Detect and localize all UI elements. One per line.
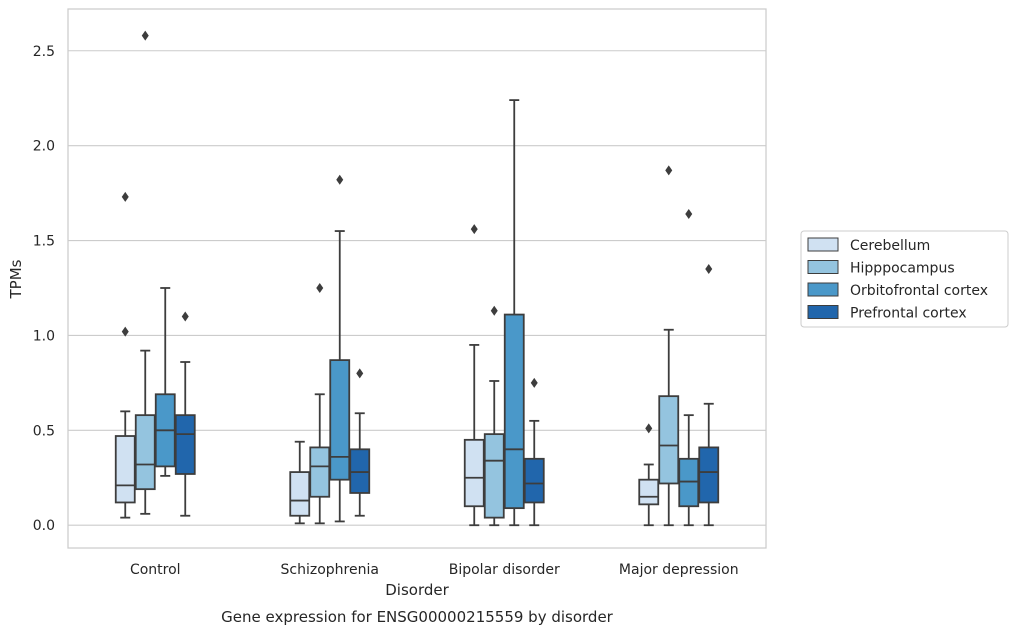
box-iqr bbox=[678, 457, 700, 508]
outlier-marker bbox=[121, 191, 129, 202]
legend-swatch bbox=[807, 260, 839, 274]
y-axis-label: TPMs bbox=[7, 259, 25, 299]
legend-frame bbox=[800, 230, 1009, 328]
y-tick-label: 2.0 bbox=[33, 139, 55, 155]
x-axis-label: Disorder bbox=[385, 581, 449, 599]
box-orbitofrontal-cortex bbox=[329, 174, 351, 523]
box-cerebellum bbox=[463, 224, 485, 527]
outlier-marker bbox=[530, 377, 538, 388]
outlier-marker bbox=[705, 264, 713, 275]
box-iqr bbox=[114, 435, 136, 504]
box-iqr bbox=[698, 446, 720, 504]
outlier-marker bbox=[665, 165, 673, 176]
box-hipppocampus bbox=[134, 30, 156, 515]
box-iqr bbox=[658, 395, 680, 485]
y-tick-label: 0.0 bbox=[33, 518, 55, 534]
y-tick-label: 2.5 bbox=[33, 44, 55, 60]
box-iqr bbox=[638, 478, 660, 506]
box-iqr bbox=[329, 359, 351, 481]
legend-label: Prefrontal cortex bbox=[850, 306, 967, 322]
box-cerebellum bbox=[638, 423, 660, 527]
outlier-marker bbox=[685, 208, 693, 219]
chart-caption: Gene expression for ENSG00000215559 by d… bbox=[221, 608, 614, 626]
outlier-marker bbox=[356, 368, 364, 379]
box-prefrontal-cortex bbox=[174, 311, 196, 517]
outlier-marker bbox=[645, 423, 653, 434]
box-iqr bbox=[289, 471, 311, 517]
legend: Cerebellum Hipppocampus Orbitofrontal cort… bbox=[800, 230, 1009, 328]
y-tick-label: 0.5 bbox=[33, 423, 55, 439]
outlier-marker bbox=[316, 282, 324, 293]
outlier-marker bbox=[181, 311, 189, 322]
box-prefrontal-cortex bbox=[523, 377, 545, 527]
y-tick-label: 1.0 bbox=[33, 328, 55, 344]
legend-label: Orbitofrontal cortex bbox=[850, 283, 988, 299]
box-iqr bbox=[134, 414, 156, 491]
box-orbitofrontal-cortex bbox=[503, 99, 525, 527]
box-hipppocampus bbox=[309, 282, 331, 525]
box-orbitofrontal-cortex bbox=[678, 208, 700, 527]
box-iqr bbox=[309, 446, 331, 498]
box-cerebellum bbox=[114, 191, 136, 519]
box-prefrontal-cortex bbox=[698, 264, 720, 527]
legend-swatch bbox=[807, 237, 839, 252]
box-orbitofrontal-cortex bbox=[154, 287, 176, 477]
x-tick-labels: Control Schizophrenia Bipolar disorder Majo… bbox=[130, 562, 739, 578]
x-tick-label: Control bbox=[130, 562, 181, 578]
boxes bbox=[114, 30, 720, 527]
y-tick-labels: 0.0 0.5 1.0 1.5 2.0 2.5 bbox=[33, 44, 55, 534]
legend-swatch bbox=[807, 305, 839, 319]
outlier-marker bbox=[121, 326, 129, 337]
outlier-marker bbox=[470, 224, 478, 235]
outlier-marker bbox=[490, 305, 498, 316]
plot-area-frame bbox=[67, 8, 767, 549]
legend-label: Cerebellum bbox=[850, 238, 930, 254]
box-hipppocampus bbox=[658, 165, 680, 527]
x-tick-label: Schizophrenia bbox=[281, 562, 379, 578]
x-tick-label: Bipolar disorder bbox=[449, 562, 560, 578]
outlier-marker bbox=[336, 174, 344, 185]
box-iqr bbox=[523, 457, 545, 504]
outlier-marker bbox=[141, 30, 149, 41]
box-hipppocampus bbox=[483, 305, 505, 527]
box-iqr bbox=[463, 438, 485, 508]
box-iqr bbox=[174, 414, 196, 475]
x-tick-label: Major depression bbox=[619, 562, 739, 578]
y-tick-label: 1.5 bbox=[33, 234, 55, 250]
box-iqr bbox=[503, 313, 525, 510]
box-cerebellum bbox=[289, 440, 311, 525]
box-prefrontal-cortex bbox=[349, 368, 371, 517]
box-iqr bbox=[483, 433, 505, 519]
legend-label: Hipppocampus bbox=[850, 261, 955, 277]
legend-swatch bbox=[807, 282, 839, 297]
box-iqr bbox=[349, 448, 371, 494]
